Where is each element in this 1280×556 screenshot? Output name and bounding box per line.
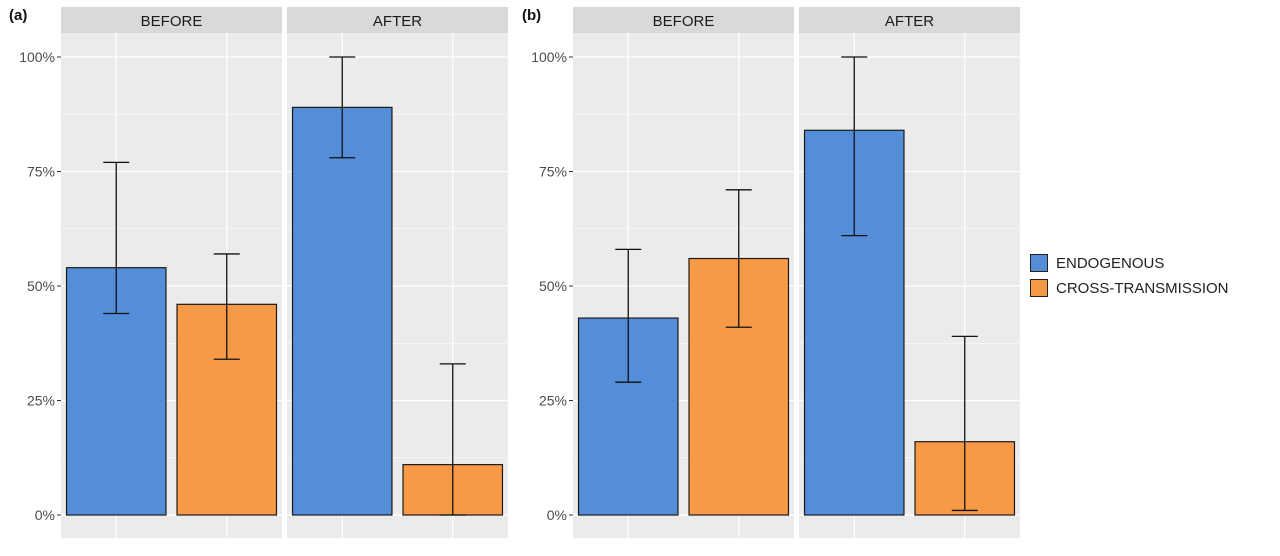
facet-strip xyxy=(287,7,508,33)
legend-label-endogenous: ENDOGENOUS xyxy=(1056,254,1165,272)
legend-item-cross-transmission: CROSS-TRANSMISSION xyxy=(1030,277,1229,299)
error-bar-after-cross-transmission xyxy=(951,335,978,512)
y-tick-label: 0% xyxy=(547,507,567,523)
facet-before: BEFORE xyxy=(61,7,282,538)
y-tick-label: 100% xyxy=(19,49,55,65)
y-tick-label: 75% xyxy=(539,164,567,180)
bar-after-endogenous xyxy=(291,106,393,516)
y-tick-label: 50% xyxy=(539,278,567,294)
y-tick-label: 25% xyxy=(27,393,55,409)
y-tick-label: 100% xyxy=(531,49,567,65)
y-tick-label: 0% xyxy=(35,507,55,523)
panel-label: (b) xyxy=(522,7,541,24)
facet-after: AFTER xyxy=(799,7,1020,538)
error-bar-after-endogenous xyxy=(841,56,868,237)
facet-strip xyxy=(573,7,794,33)
panel-label: (a) xyxy=(9,7,27,24)
legend-item-endogenous: ENDOGENOUS xyxy=(1030,252,1229,274)
error-bar-before-endogenous xyxy=(615,248,642,383)
legend-label-cross-transmission: CROSS-TRANSMISSION xyxy=(1056,279,1229,297)
error-bar-before-endogenous xyxy=(103,161,130,315)
facet-before: BEFORE xyxy=(573,7,794,538)
y-tick-label: 75% xyxy=(27,164,55,180)
error-bar-before-cross-transmission xyxy=(725,189,752,328)
error-bar-after-cross-transmission xyxy=(439,363,466,516)
legend-swatch-cross-transmission xyxy=(1030,279,1048,297)
facet-after: AFTER xyxy=(287,7,508,538)
facet-strip xyxy=(61,7,282,33)
chart-panel-1: (a) 0% 25% 50% 75% 100% BEFORE AFTER xyxy=(9,7,508,538)
y-tick-label: 50% xyxy=(27,278,55,294)
legend-swatch-endogenous xyxy=(1030,254,1048,272)
error-bar-after-endogenous xyxy=(329,56,356,159)
facet-strip-label: AFTER xyxy=(373,13,422,30)
chart-panel-2: (b) 0% 25% 50% 75% 100% BEFORE AFTER xyxy=(522,7,1020,538)
error-bar-before-cross-transmission xyxy=(213,253,240,360)
facet-strip xyxy=(799,7,1020,33)
legend: ENDOGENOUS CROSS-TRANSMISSION xyxy=(1030,252,1229,302)
facet-strip-label: AFTER xyxy=(885,13,934,30)
facet-strip-label: BEFORE xyxy=(141,13,203,30)
y-tick-label: 25% xyxy=(539,393,567,409)
facet-strip-label: BEFORE xyxy=(653,13,715,30)
